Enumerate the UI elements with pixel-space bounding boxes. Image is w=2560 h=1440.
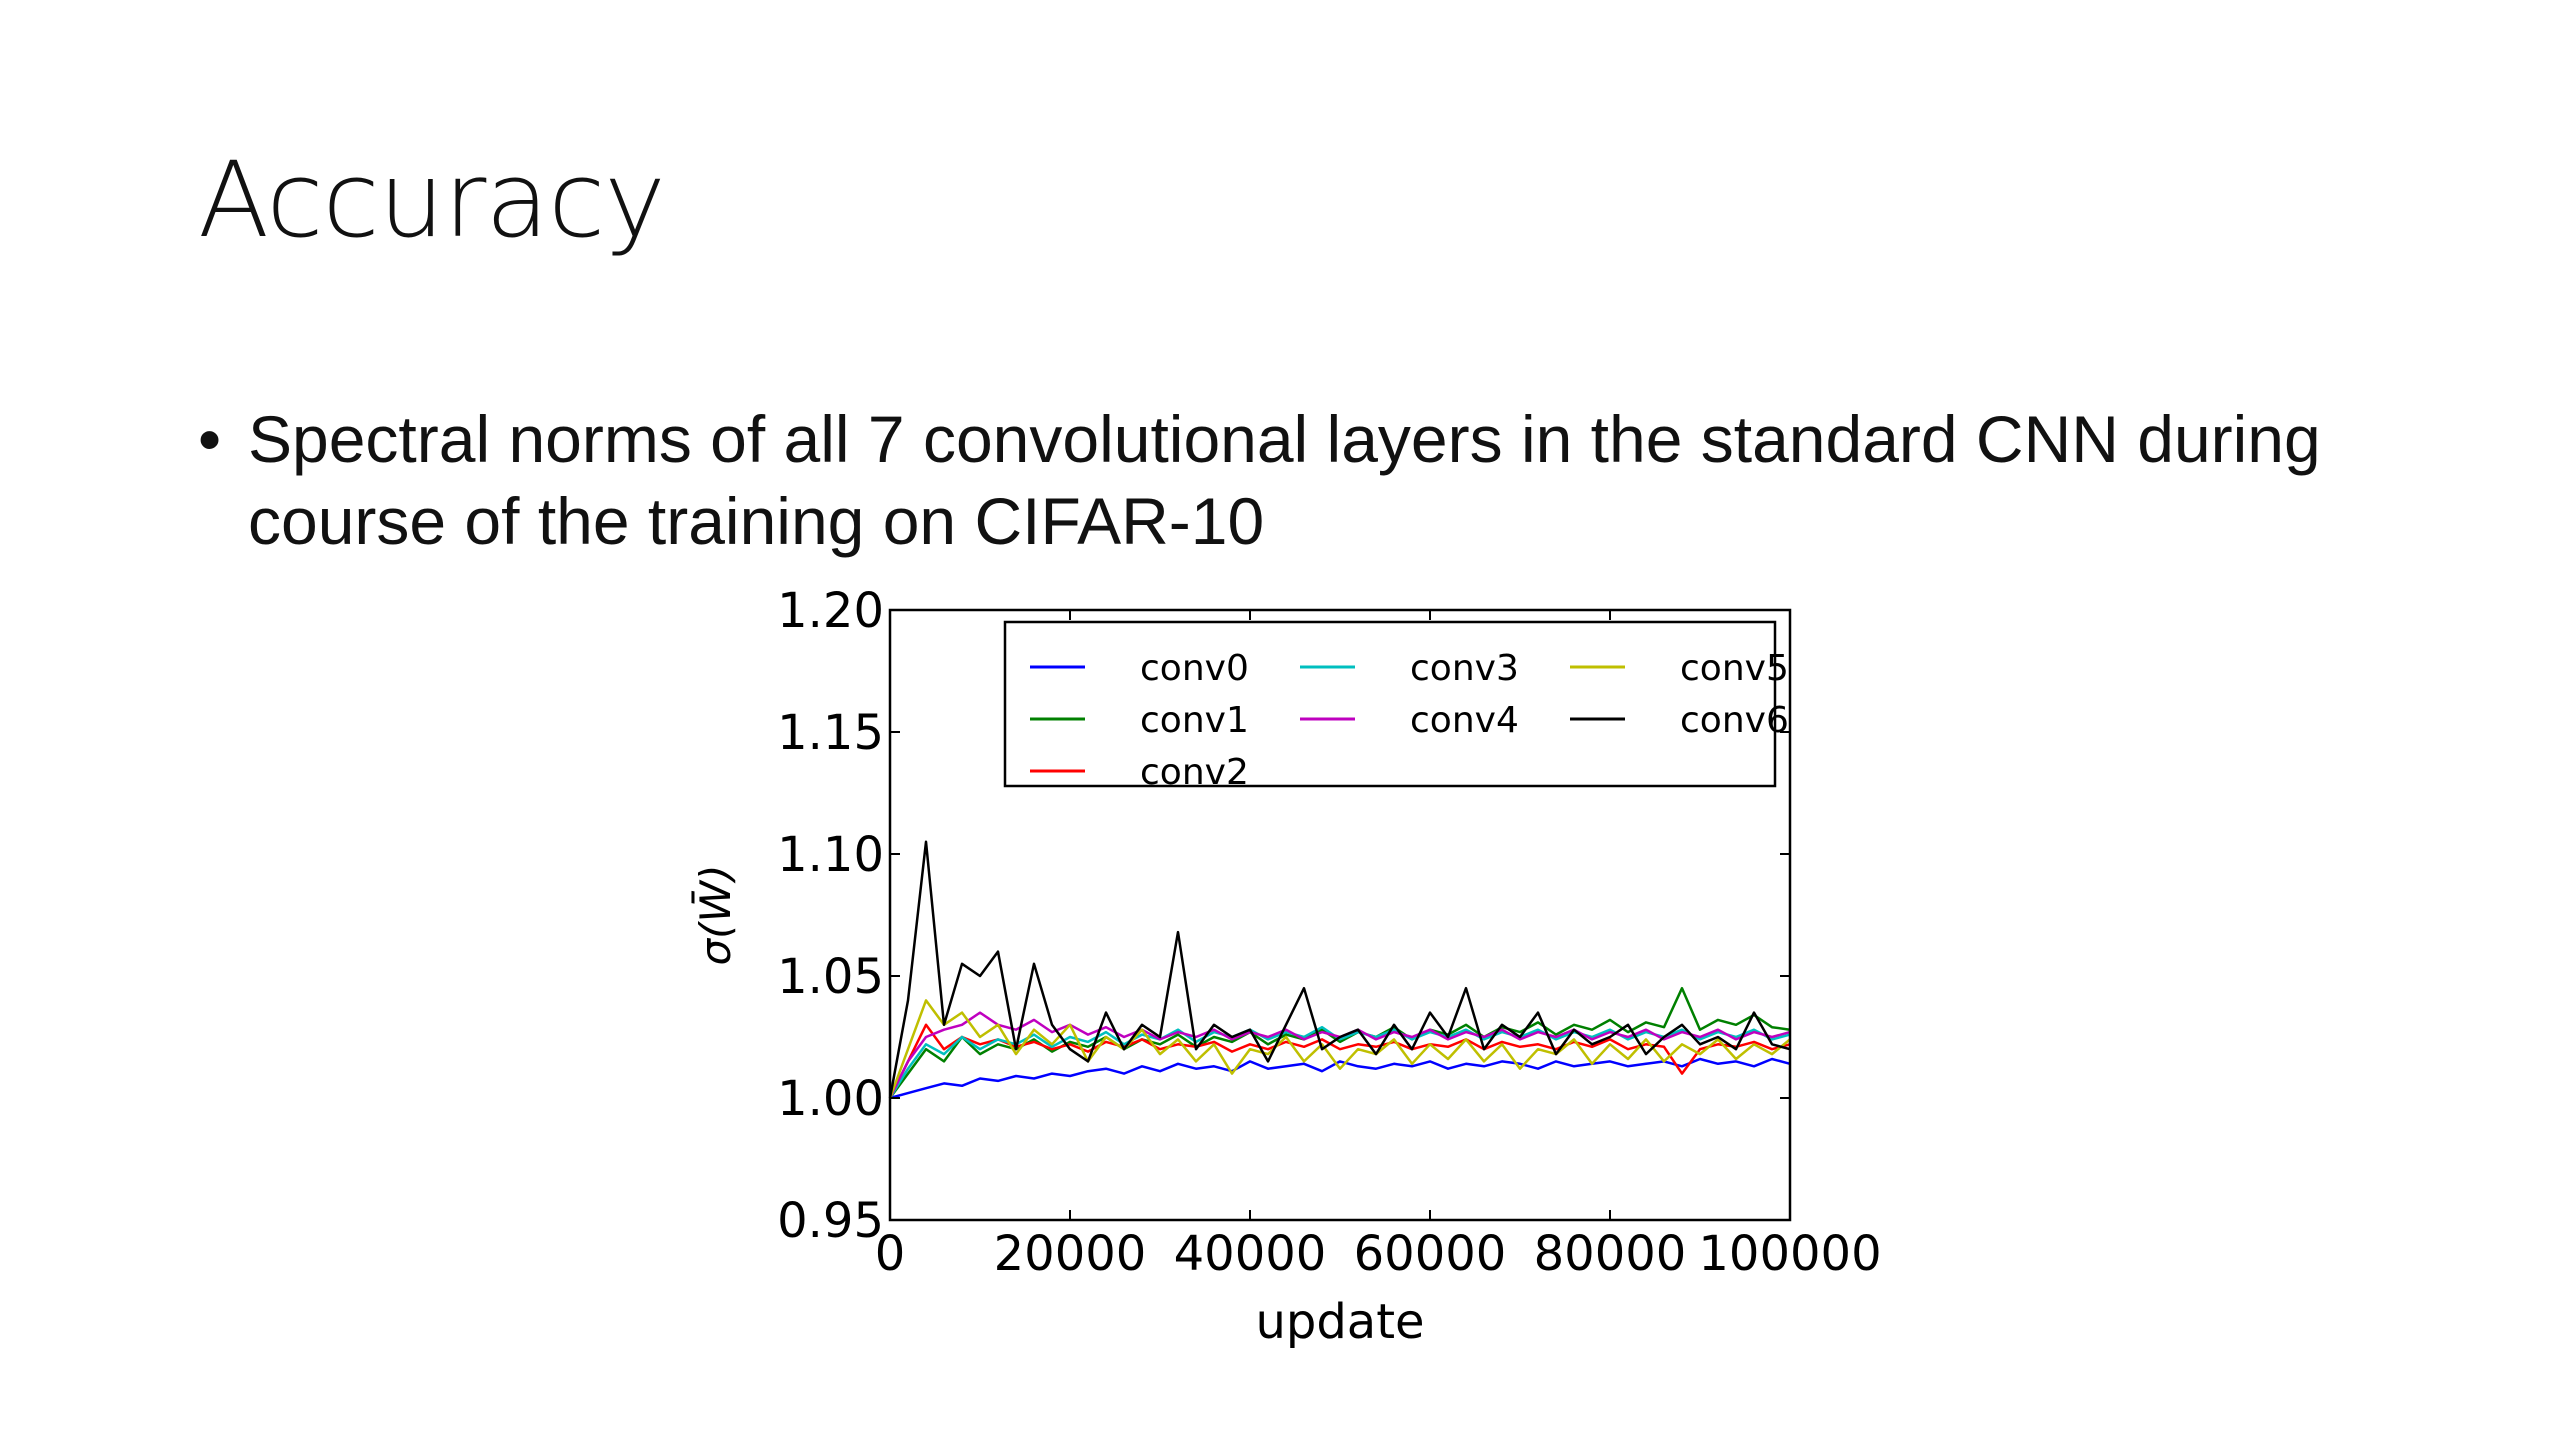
- legend-label-conv6: conv6: [1680, 700, 1789, 741]
- y-axis-label: σ(W̄): [689, 865, 740, 966]
- y-tick-label: 1.00: [777, 1071, 884, 1127]
- y-tick-label: 0.95: [777, 1193, 884, 1249]
- series-line-conv3: [888, 1025, 1791, 1099]
- x-tick-label: 40000: [1174, 1226, 1327, 1282]
- plot-area: [888, 840, 1791, 1100]
- x-tick-label: 20000: [994, 1226, 1147, 1282]
- bullet-text: Spectral norms of all 7 convolutional la…: [248, 402, 2321, 558]
- legend-label-conv1: conv1: [1140, 700, 1249, 741]
- legend-label-conv0: conv0: [1140, 648, 1249, 689]
- y-tick-label: 1.15: [777, 705, 884, 761]
- plot-frame: [888, 608, 1792, 1222]
- spectral-norm-chart: 0 20000 40000 60000 80000 100000 0.95 1.00 1.05 1…: [689, 583, 1881, 1350]
- x-tick-label: 100000: [1698, 1226, 1881, 1282]
- y-tick-label: 1.10: [777, 827, 884, 883]
- x-tick-label: 0: [875, 1226, 906, 1282]
- legend-box: [1003, 620, 1777, 788]
- legend-label-conv2: conv2: [1140, 752, 1249, 793]
- bullet-dot: •: [198, 402, 222, 476]
- x-tick-label: 80000: [1534, 1226, 1687, 1282]
- series-line-conv6: [888, 840, 1791, 1099]
- legend-label-conv3: conv3: [1410, 648, 1519, 689]
- y-tick-label: 1.20: [777, 583, 884, 639]
- axes: 0 20000 40000 60000 80000 100000 0.95 1.00 1.05 1…: [689, 583, 1881, 1350]
- series-line-conv0: [889, 1057, 1791, 1100]
- legend-label-conv4: conv4: [1410, 700, 1519, 741]
- legend-label-conv5: conv5: [1680, 648, 1789, 689]
- slide-title: Accuracy: [198, 139, 666, 261]
- x-tick-label: 60000: [1354, 1226, 1507, 1282]
- bullet-item: • Spectral norms of all 7 convolutional …: [198, 398, 2398, 562]
- x-axis-label: update: [1255, 1294, 1424, 1350]
- legend: conv0 conv1 conv2 conv3 conv4 conv5 conv6: [1003, 620, 1789, 793]
- y-tick-label: 1.05: [777, 949, 884, 1005]
